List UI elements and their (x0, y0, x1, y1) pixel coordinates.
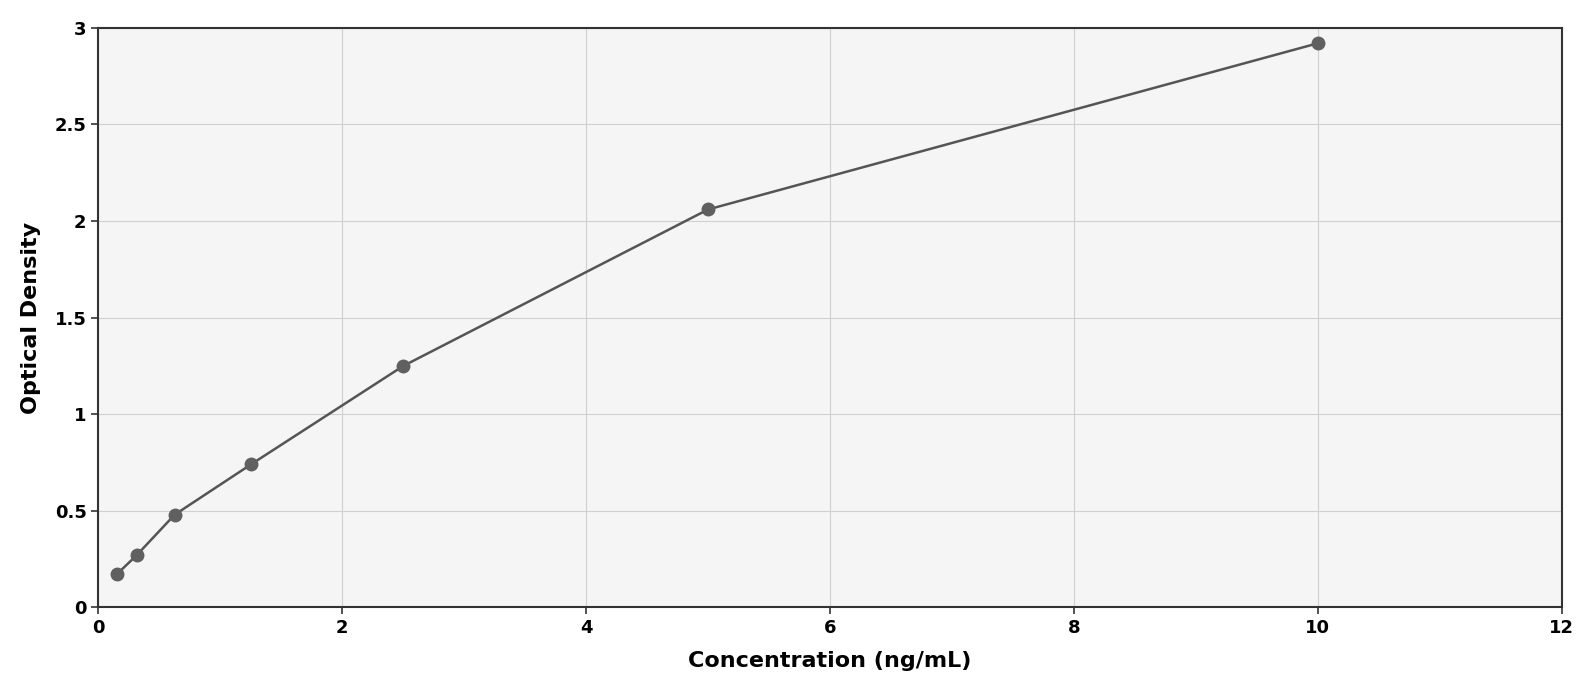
Point (124, 549, 150, 561)
Point (161, 509, 187, 520)
X-axis label: Concentration (ng/mL): Concentration (ng/mL) (689, 651, 971, 671)
Point (695, 204, 721, 215)
Y-axis label: Optical Density: Optical Density (21, 221, 41, 414)
Point (1305, 38, 1330, 49)
Point (391, 361, 416, 372)
Point (238, 459, 263, 470)
Point (105, 568, 131, 579)
